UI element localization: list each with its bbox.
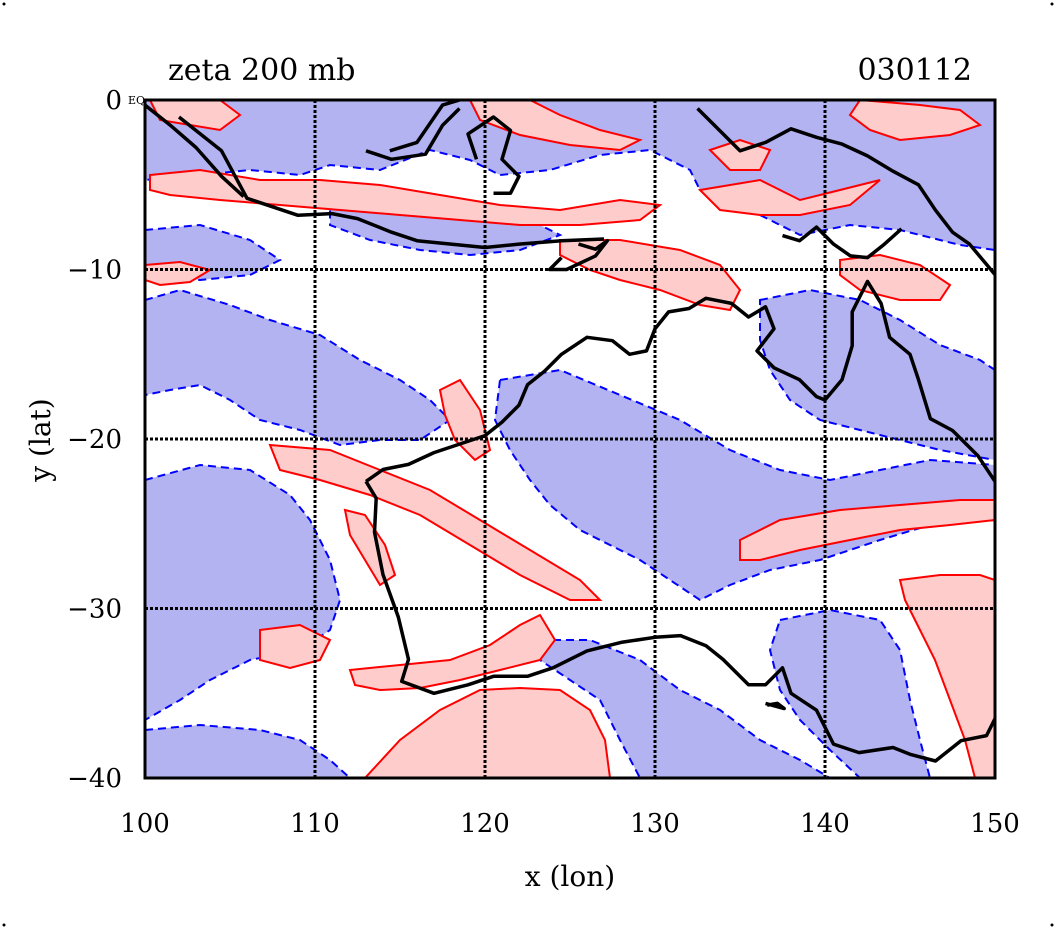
y-tick-label: −40 (67, 764, 122, 794)
positive-region-north-center (468, 100, 643, 152)
equator-label: EQ (128, 94, 145, 107)
negative-region-southcentral (539, 639, 832, 778)
positive-region-south-coast (348, 613, 557, 692)
negative-fill-regions (145, 100, 995, 778)
x-tick-label: 140 (800, 809, 850, 839)
positive-region-streak-b (268, 443, 603, 601)
x-tick-label: 150 (970, 809, 1020, 839)
negative-region-central (493, 368, 995, 602)
y-tick-label: −30 (67, 595, 122, 625)
negative-region-west-mid (145, 288, 452, 447)
x-tick-label: 110 (290, 809, 340, 839)
corner-dot-br (1050, 923, 1054, 927)
coastline-segment (896, 776, 900, 778)
x-tick-label: 100 (120, 809, 170, 839)
chart-title: zeta 200 mb (168, 53, 356, 88)
negative-region-southeast (768, 608, 932, 778)
coastline-segment (696, 107, 995, 276)
corner-dot-tr (1050, 2, 1054, 6)
corner-dot-tl (2, 2, 6, 6)
positive-region-ne-band (697, 178, 881, 216)
coastline-segment (389, 100, 461, 153)
positive-region-southwest (259, 623, 332, 670)
date-label: 030112 (857, 53, 972, 88)
coastline-layer (145, 100, 995, 778)
positive-region-south-blob (363, 686, 612, 778)
coastline-segment (364, 279, 995, 483)
x-tick-labels: 100 110 120 130 140 150 (120, 809, 1020, 839)
y-tick-label: 0 (105, 86, 122, 116)
coastline-segment (177, 115, 605, 250)
positive-region-timor (559, 239, 742, 312)
positive-region-band-10 (145, 260, 213, 287)
positive-region-nw (148, 100, 242, 132)
corner-dot-bl (2, 923, 6, 927)
coastline-segment (145, 103, 245, 198)
x-tick-label: 130 (630, 809, 680, 839)
positive-region-north-band (149, 168, 663, 226)
positive-region-east-band (739, 499, 995, 561)
positive-region-cape-york (839, 253, 952, 301)
coastline-segment (547, 238, 610, 272)
grid-layer (145, 100, 995, 778)
coastline-segment (364, 480, 995, 763)
coastline-segment (466, 115, 521, 195)
x-axis-label: x (lon) (525, 860, 615, 893)
coastline-segment (781, 225, 903, 260)
y-axis-label: y (lat) (24, 398, 57, 482)
contour-layer (145, 100, 995, 778)
x-tick-label: 120 (460, 809, 510, 839)
plot-frame (143, 98, 997, 780)
negative-region-west-south (145, 463, 342, 722)
positive-region-northeast (848, 100, 983, 142)
positive-fill-regions (145, 100, 995, 778)
y-tick-labels: 0 −10 −20 −30 −40 (67, 86, 122, 794)
y-tick-label: −20 (67, 425, 122, 455)
coastline-segment (765, 701, 786, 711)
negative-region-east (759, 288, 995, 462)
coastline-segment (365, 107, 461, 162)
positive-region-se-corner (898, 574, 995, 778)
y-tick-label: −10 (67, 256, 122, 286)
